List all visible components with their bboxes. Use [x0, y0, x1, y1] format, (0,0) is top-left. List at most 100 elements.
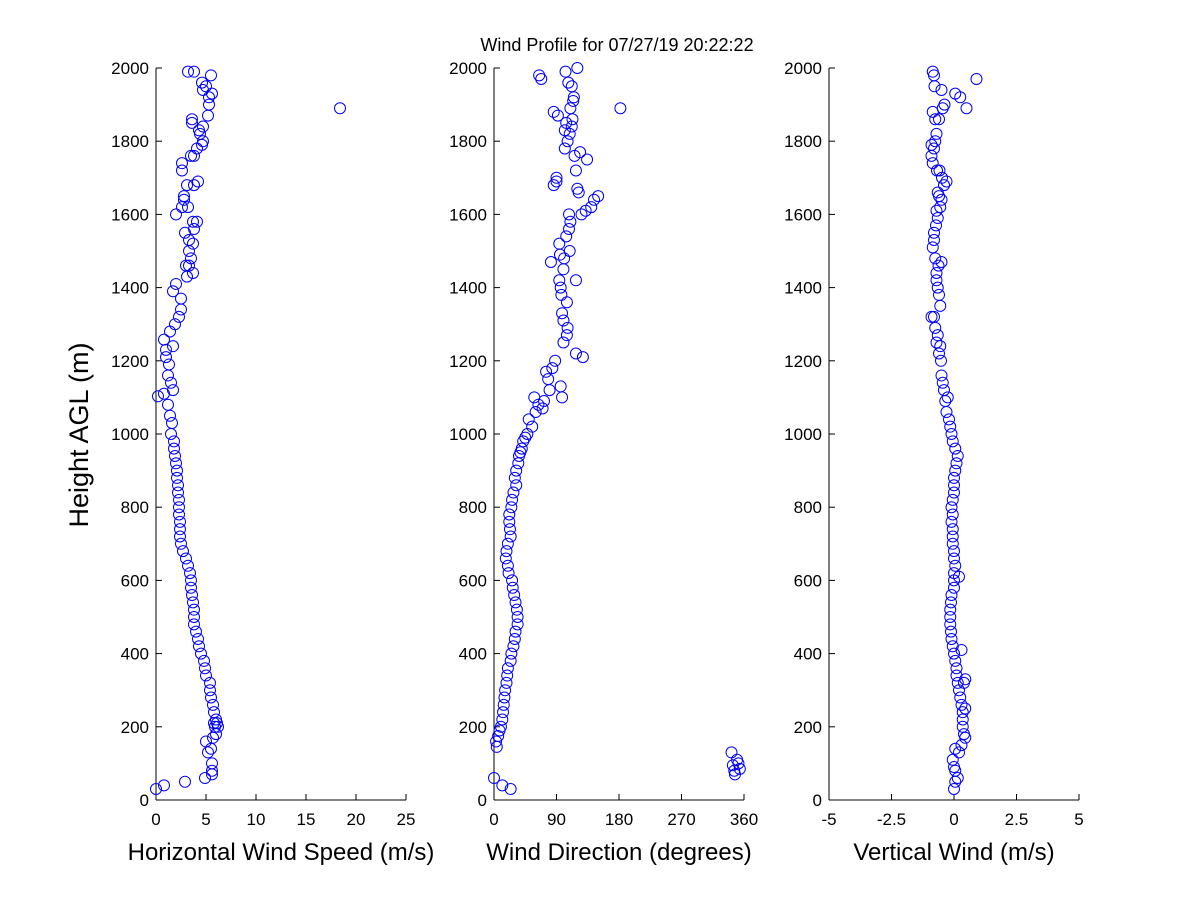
data-point — [930, 219, 942, 232]
y-tick-label: 1400 — [449, 279, 487, 298]
x-tick-label: 20 — [347, 810, 366, 829]
data-point — [170, 457, 182, 470]
data-point — [955, 739, 968, 752]
data-point — [940, 406, 953, 419]
data-point — [948, 581, 960, 594]
x-tick-label: 5 — [1074, 810, 1083, 829]
x-tick-label: 0 — [489, 810, 498, 829]
data-point — [206, 87, 218, 100]
data-point — [169, 318, 181, 331]
data-point — [948, 647, 960, 660]
data-point — [529, 406, 542, 419]
data-point — [160, 351, 172, 364]
data-point — [507, 486, 520, 499]
data-point — [563, 127, 576, 140]
data-point — [503, 523, 516, 536]
data-point — [206, 764, 218, 777]
data-point — [733, 762, 746, 775]
y-tick-label: 600 — [459, 571, 487, 590]
data-point — [563, 223, 575, 236]
data-point — [955, 698, 968, 711]
data-point — [503, 515, 516, 528]
data-point — [576, 351, 589, 364]
data-point — [160, 343, 172, 356]
data-point — [948, 545, 960, 558]
data-point — [553, 274, 566, 287]
data-point — [203, 91, 215, 104]
data-point — [946, 523, 959, 536]
data-point — [929, 135, 942, 148]
data-point — [944, 603, 957, 616]
data-point — [508, 632, 521, 645]
data-point — [173, 493, 185, 506]
data-point — [930, 127, 943, 140]
data-point — [585, 201, 598, 214]
data-point — [188, 603, 200, 616]
data-point — [204, 684, 216, 697]
y-tick-label: 1000 — [784, 425, 822, 444]
data-point — [522, 413, 535, 426]
data-point — [501, 662, 514, 675]
data-point — [954, 691, 967, 704]
x-tick-label: 15 — [297, 810, 316, 829]
data-point — [554, 281, 567, 294]
data-point — [950, 662, 963, 675]
data-point — [181, 179, 193, 192]
data-point — [956, 706, 969, 719]
panel-3: 0 200 400 600 800 1000 1200 1400 1600 1800 2000 -5 -… — [784, 59, 1084, 866]
data-point — [187, 596, 199, 609]
data-point — [945, 625, 957, 638]
data-point — [182, 201, 194, 214]
y-tick-label: 0 — [478, 791, 487, 810]
data-point — [499, 684, 512, 697]
data-point — [170, 208, 182, 221]
y-tick-label: 1800 — [111, 132, 149, 151]
x-tick-label: 180 — [605, 810, 633, 829]
data-point — [592, 190, 605, 203]
data-point — [205, 69, 217, 82]
data-point — [959, 731, 972, 744]
x-axis-label: Vertical Wind (m/s) — [853, 839, 1054, 866]
data-point — [945, 501, 958, 514]
data-point — [938, 98, 951, 111]
data-point — [941, 391, 954, 404]
data-point — [526, 420, 539, 433]
data-point — [558, 142, 571, 155]
data-point — [172, 486, 184, 499]
data-point — [950, 669, 963, 682]
data-point — [207, 698, 219, 711]
data-point — [508, 471, 521, 484]
y-tick-label: 0 — [140, 791, 149, 810]
data-point — [564, 215, 577, 228]
data-point — [946, 508, 959, 521]
y-tick-label: 1800 — [784, 132, 822, 151]
data-point — [544, 255, 557, 268]
data-point — [953, 746, 965, 759]
x-tick-label: 90 — [547, 810, 566, 829]
data-point — [569, 164, 582, 177]
data-point — [192, 632, 204, 645]
data-point — [930, 274, 943, 287]
data-point — [169, 449, 181, 462]
data-point — [928, 80, 941, 93]
data-point — [728, 764, 741, 777]
data-point — [557, 314, 570, 327]
data-point — [949, 559, 962, 572]
data-point — [205, 691, 217, 704]
data-point — [183, 259, 195, 272]
x-tick-label: 25 — [397, 810, 416, 829]
data-point — [185, 581, 197, 594]
data-point — [959, 673, 972, 686]
data-point — [934, 201, 947, 214]
data-point — [187, 237, 199, 250]
data-point — [499, 552, 512, 565]
data-point — [488, 772, 500, 785]
data-point — [168, 435, 180, 448]
data-point — [501, 537, 514, 550]
data-point — [174, 515, 186, 528]
data-point — [565, 120, 578, 133]
data-point — [167, 285, 179, 298]
data-point — [197, 120, 209, 133]
